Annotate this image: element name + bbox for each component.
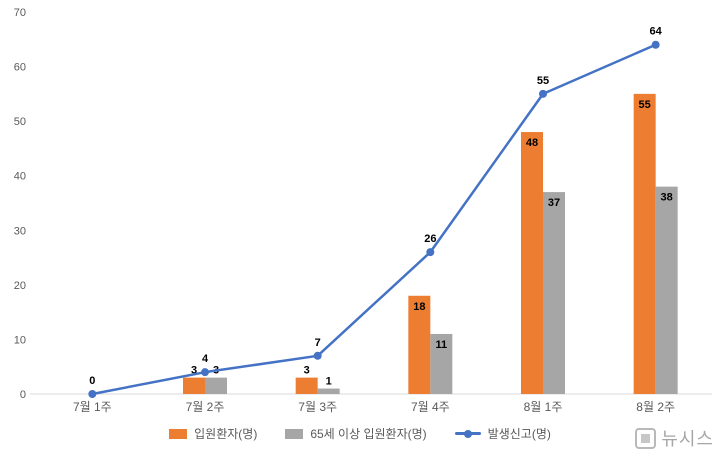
watermark: 뉴시스	[635, 425, 714, 451]
line-data-label: 0	[89, 375, 95, 387]
bar-data-label: 38	[661, 192, 673, 204]
legend-line-swatch	[454, 429, 481, 438]
bar-data-label: 37	[548, 197, 560, 209]
bar-data-label: 1	[326, 376, 332, 388]
legend-bar-swatch	[285, 428, 304, 439]
bar-data-label: 11	[436, 339, 448, 351]
watermark-text: 뉴시스	[661, 429, 714, 449]
x-category-label: 7월 4주	[411, 400, 450, 414]
newsis-logo-icon	[635, 427, 657, 449]
line-data-label: 64	[650, 26, 663, 38]
y-tick-label: 60	[14, 62, 26, 74]
bar-data-label: 3	[304, 365, 310, 377]
line-marker	[539, 89, 547, 98]
x-category-label: 7월 3주	[298, 400, 337, 414]
y-tick-label: 40	[14, 171, 26, 183]
y-tick-label: 10	[14, 334, 26, 346]
bar-series-1	[543, 192, 565, 394]
line-data-label: 4	[202, 353, 209, 365]
chart-legend: 입원환자(명) 65세 이상 입원환자(명) 발생신고(명)	[0, 425, 720, 442]
bar-series-1	[430, 333, 453, 394]
y-tick-label: 30	[14, 225, 26, 237]
line-marker	[651, 40, 660, 49]
bar-series-1	[655, 186, 678, 394]
legend-item-1: 65세 이상 입원환자(명)	[285, 425, 427, 442]
legend-item-2: 발생신고(명)	[454, 425, 551, 442]
legend-item-0: 입원환자(명)	[169, 425, 257, 442]
legend-label: 65세 이상 입원환자(명)	[310, 427, 427, 441]
legend-bar-swatch	[169, 428, 188, 439]
y-tick-label: 20	[14, 280, 26, 292]
bar-series-1	[205, 377, 227, 394]
y-tick-label: 70	[14, 7, 26, 19]
bar-series-0	[183, 377, 205, 394]
line-data-label: 26	[424, 233, 436, 245]
bar-data-label: 18	[413, 301, 425, 313]
bar-series-0	[295, 377, 318, 394]
line-data-label: 55	[537, 75, 549, 87]
line-marker	[88, 390, 97, 398]
legend-label: 발생신고(명)	[487, 427, 551, 441]
x-category-label: 7월 2주	[186, 400, 225, 414]
bar-data-label: 48	[526, 137, 538, 149]
line-data-label: 7	[315, 337, 321, 349]
bar-series-0	[633, 93, 656, 394]
legend-label: 입원환자(명)	[194, 427, 258, 441]
bar-data-label: 3	[191, 365, 197, 377]
bar-series-0	[521, 132, 543, 395]
line-marker	[313, 351, 322, 360]
legend-line-marker-icon	[463, 429, 472, 438]
line-marker	[201, 368, 209, 377]
bar-series-1	[317, 388, 340, 394]
line-series	[91, 43, 657, 396]
x-category-label: 7월 1주	[73, 400, 112, 414]
y-tick-label: 0	[20, 389, 26, 401]
bar-series-0	[408, 295, 431, 394]
line-marker	[426, 248, 435, 257]
x-category-label: 8월 1주	[524, 400, 563, 414]
bar-data-label: 55	[639, 99, 651, 111]
y-tick-label: 50	[14, 116, 26, 128]
x-category-label: 8월 2주	[636, 400, 675, 414]
